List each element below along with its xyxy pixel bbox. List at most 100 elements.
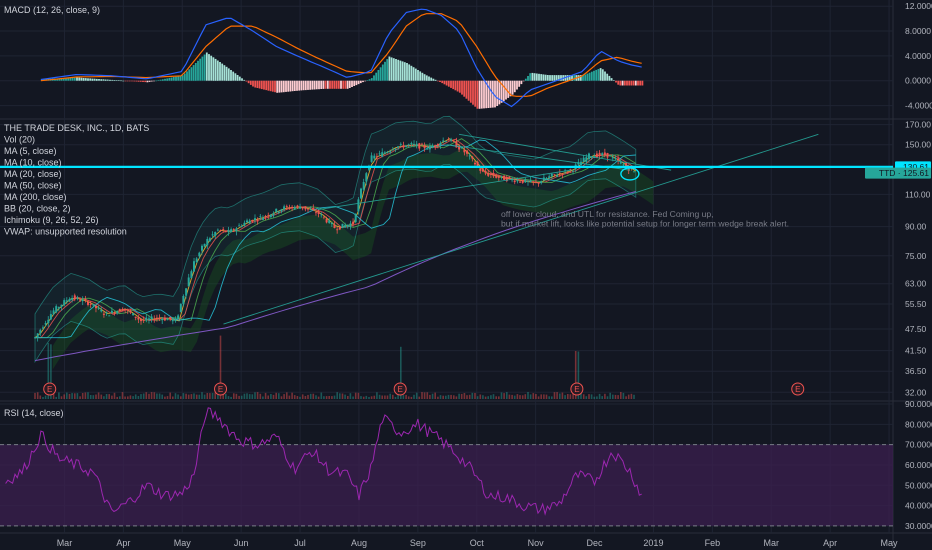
volume-bar	[482, 395, 484, 399]
volume-bar	[108, 394, 110, 399]
macd-histogram-bar	[379, 67, 382, 81]
volume-bar	[254, 392, 256, 399]
volume-bar	[79, 396, 81, 399]
candle-body	[248, 220, 251, 224]
candle-body	[407, 144, 410, 146]
macd-histogram-bar	[318, 80, 320, 90]
macd-histogram-bar	[210, 55, 213, 81]
candle-body	[352, 221, 355, 224]
rsi-band-fill	[0, 444, 893, 526]
macd-histogram-bar	[432, 78, 435, 81]
macd-histogram-bar	[98, 79, 100, 81]
volume-bar	[466, 395, 468, 399]
candle-body	[405, 145, 408, 147]
macd-histogram-bar	[214, 58, 217, 81]
volume-bar	[484, 396, 487, 399]
candle-body	[386, 151, 389, 153]
candle-body	[261, 217, 264, 220]
macd-histogram-bar	[181, 75, 184, 81]
volume-bar	[307, 394, 309, 399]
candle-body	[277, 211, 280, 213]
earnings-marker-label: E	[398, 385, 403, 394]
x-tick-label: Jul	[294, 538, 306, 548]
chart-axes: Mar Apr May Jun Jul Aug Sep Oct Nov Dec 2019 Feb Mar…	[57, 1, 932, 548]
candle-body	[450, 139, 453, 141]
candle-body	[307, 208, 309, 210]
macd-histogram-bar	[509, 80, 512, 97]
candle-body	[158, 317, 161, 319]
macd-histogram-bar	[69, 77, 72, 81]
volume-bar	[545, 394, 548, 399]
candle-body	[227, 229, 230, 233]
macd-histogram-bar	[443, 80, 446, 85]
rsi-line	[5, 407, 642, 516]
volume-bar	[259, 393, 262, 399]
macd-histogram-bar	[137, 80, 140, 82]
candle-body	[185, 288, 188, 296]
volume-bar	[535, 394, 537, 399]
macd-histogram-bar	[417, 70, 419, 81]
price-label: TTD · 125.61	[879, 168, 929, 178]
macd-histogram-bar	[131, 80, 133, 82]
candle-body	[516, 180, 519, 182]
macd-histogram-bar	[221, 63, 224, 81]
macd-histogram-bar	[194, 63, 197, 81]
rsi-y-tick: 50.0000	[905, 480, 932, 490]
volume-bar	[569, 394, 572, 399]
macd-histogram-bar	[428, 76, 430, 81]
volume-bar	[296, 396, 299, 399]
candle-body	[275, 208, 278, 212]
macd-histogram-bar	[630, 80, 633, 86]
candle-body	[238, 225, 241, 227]
macd-histogram-bar	[172, 77, 175, 81]
macd-histogram-bar	[344, 80, 347, 89]
macd-histogram-bar	[124, 80, 127, 82]
volume-bar	[87, 392, 89, 399]
price-pane[interactable]: off lower cloud, and UTL for resistance.…	[0, 115, 893, 370]
volume-bar	[198, 394, 201, 399]
macd-histogram-bar	[249, 80, 252, 85]
candle-body	[598, 152, 601, 156]
candle-body	[208, 238, 211, 242]
candle-body	[381, 152, 384, 157]
volume-bar	[36, 392, 39, 399]
volume-bar	[429, 394, 431, 399]
macd-histogram-bar	[80, 77, 83, 81]
volume-bar	[328, 396, 330, 399]
rsi-pane[interactable]	[0, 407, 893, 527]
x-tick-label: Apr	[823, 538, 837, 548]
macd-histogram-bar	[252, 80, 254, 87]
volume-bar	[378, 394, 381, 399]
macd-histogram-bar	[410, 65, 413, 81]
macd-histogram-bar	[241, 78, 243, 81]
macd-histogram-bar	[76, 77, 78, 81]
volume-bar	[111, 395, 113, 399]
candle-body	[497, 176, 500, 178]
candle-body	[163, 317, 166, 321]
macd-histogram-bar	[122, 80, 125, 82]
x-tick-label: Aug	[351, 538, 367, 548]
candle-body	[325, 218, 328, 223]
volume-bar	[235, 393, 238, 399]
macd-histogram-bar	[586, 73, 589, 81]
volume-bar	[50, 344, 52, 399]
volume-bar	[113, 392, 116, 399]
macd-pane[interactable]	[40, 8, 644, 109]
candle-body	[360, 188, 362, 199]
volume-bar	[487, 396, 489, 399]
macd-histogram-bar	[527, 76, 529, 81]
macd-histogram-bar	[337, 80, 340, 89]
macd-histogram-bar	[469, 80, 472, 103]
candle-body	[39, 329, 42, 334]
volume-bar	[445, 395, 447, 399]
volume-bar	[339, 393, 341, 399]
volume-bar	[360, 396, 362, 399]
volume-bar	[585, 396, 588, 399]
macd-histogram-bar	[84, 78, 87, 81]
macd-histogram-bar	[155, 80, 158, 82]
macd-histogram-bar	[359, 80, 362, 84]
macd-line	[40, 8, 642, 108]
macd-histogram-bar	[566, 75, 569, 81]
volume-bar	[174, 393, 177, 399]
